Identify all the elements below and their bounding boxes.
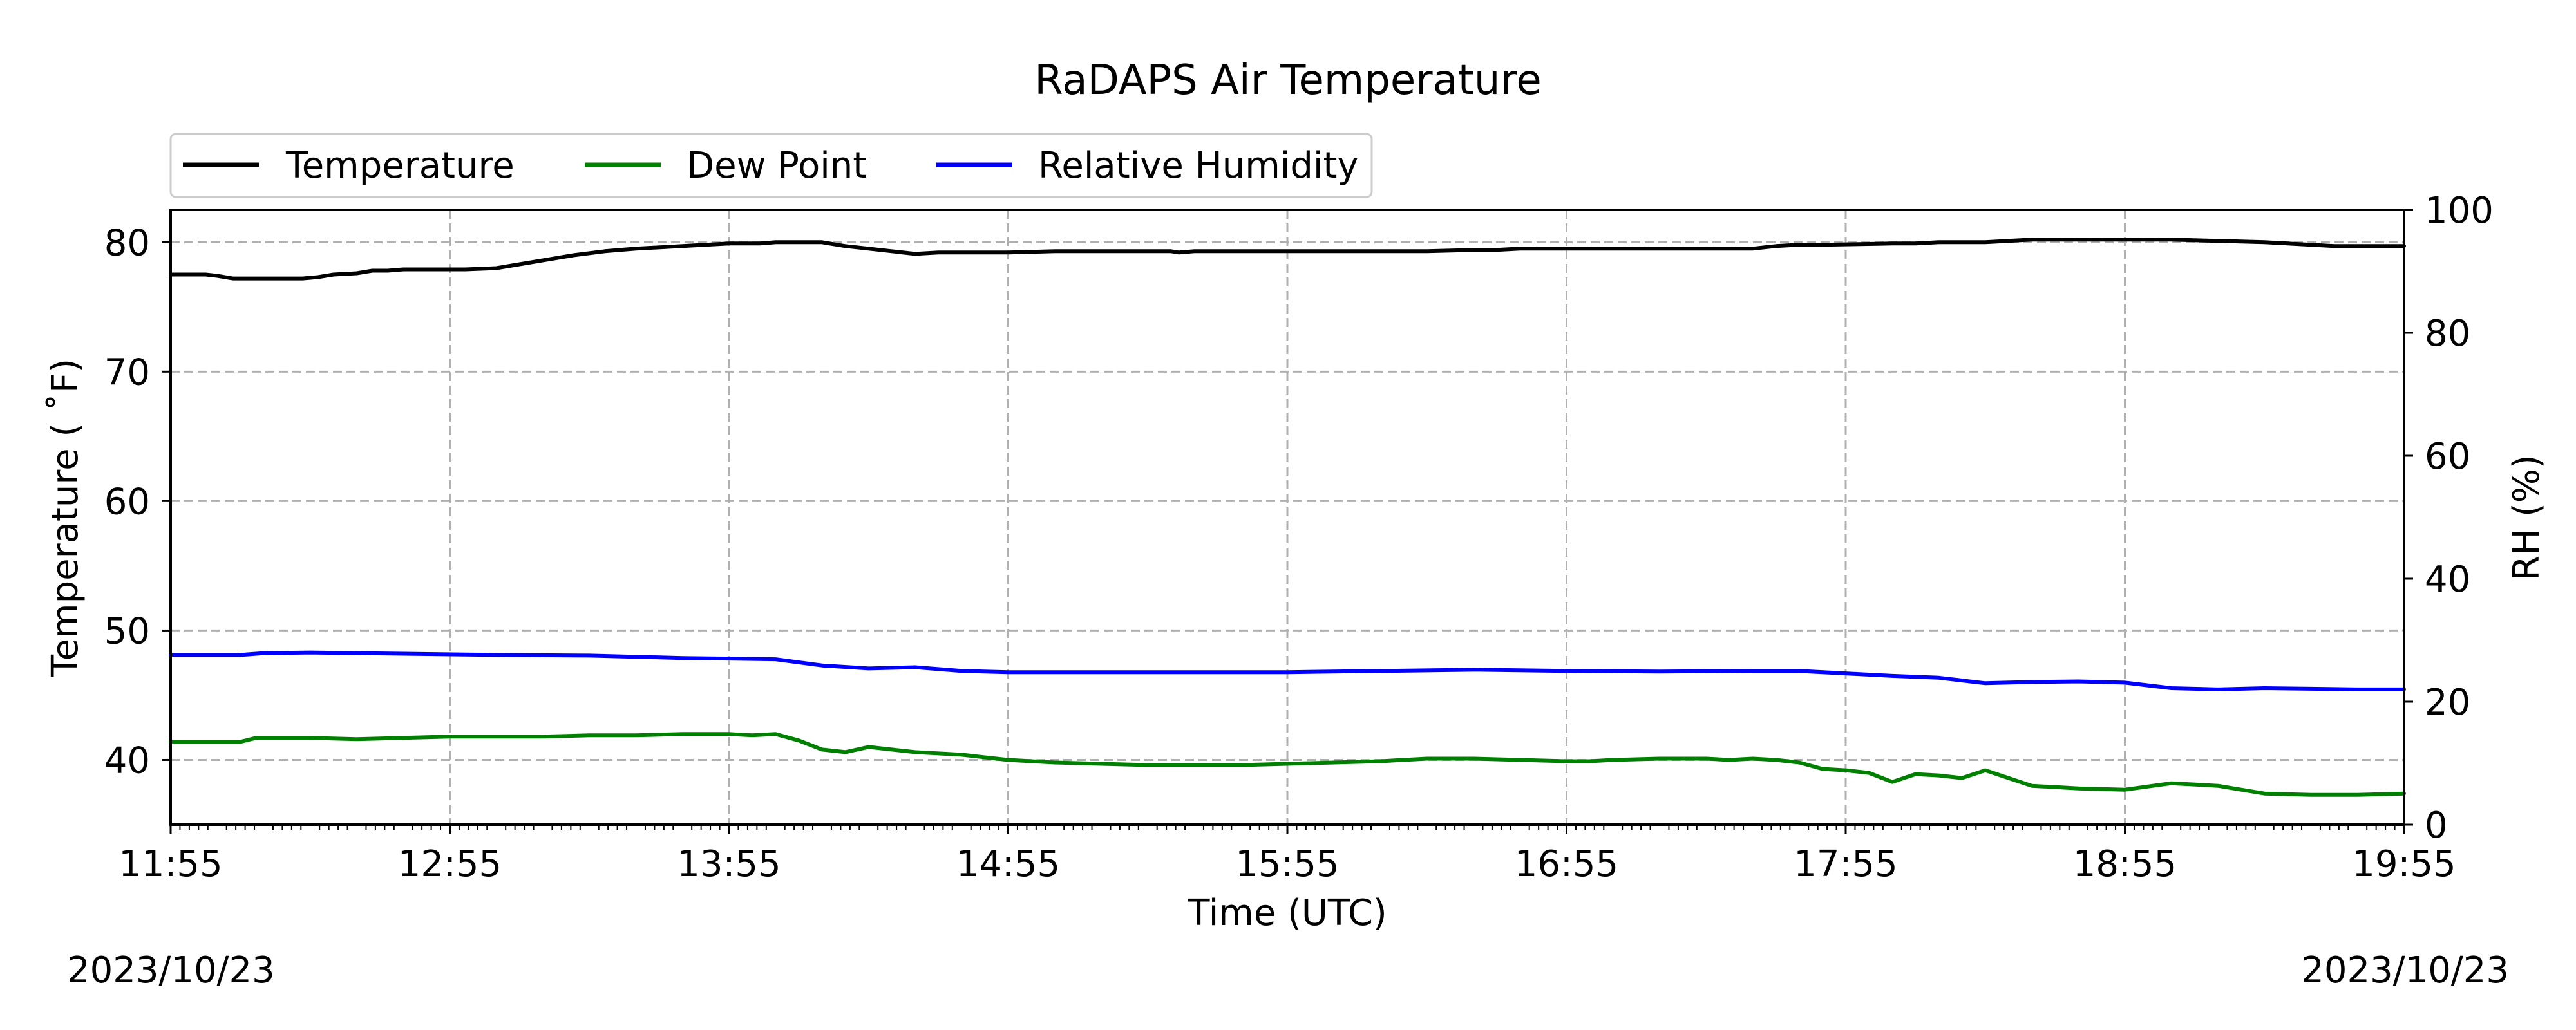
chart-title: RaDAPS Air Temperature (1034, 57, 1541, 104)
x-axis: 11:55 12:55 13:55 14:55 15:55 16:55 17:55 18:55… (118, 825, 2456, 885)
y-axis-label: Temperature ( ˚F) (44, 359, 86, 677)
x-tick-label: 14:55 (956, 843, 1060, 885)
y2-tick-label: 0 (2425, 805, 2448, 847)
x-tick-label: 19:55 (2352, 843, 2456, 885)
x-tick-label: 17:55 (1794, 843, 1897, 885)
y2-axis-label: RH (%) (2506, 454, 2548, 581)
legend-label-relative-humidity: Relative Humidity (1038, 145, 1359, 187)
x-tick-label: 16:55 (1515, 843, 1618, 885)
y-tick-label: 60 (104, 481, 150, 523)
series-line-relative-humidity (169, 650, 2406, 691)
y-tick-label: 40 (104, 740, 150, 782)
legend-frame (169, 133, 1373, 198)
grid (171, 210, 2404, 825)
y2-tick-label: 60 (2425, 436, 2470, 478)
y2-tick-label: 100 (2425, 190, 2494, 232)
series-lines (169, 238, 2406, 797)
series-line-dew-point (169, 732, 2406, 797)
left-y-axis: 40 50 60 70 80 (104, 222, 171, 782)
y2-tick-label: 40 (2425, 559, 2470, 601)
y-tick-label: 50 (104, 610, 150, 652)
y2-tick-label: 20 (2425, 682, 2470, 724)
y-tick-label: 70 (104, 351, 150, 393)
right-y-axis: 0 20 40 60 80 100 (2404, 190, 2494, 847)
date-label-right: 2023/10/23 (2301, 950, 2509, 991)
legend: Temperature Dew Point Relative Humidity (169, 133, 1373, 198)
x-axis-label: Time (UTC) (1187, 892, 1387, 934)
x-tick-label: 11:55 (118, 843, 222, 885)
y-tick-label: 80 (104, 222, 150, 264)
x-tick-label: 15:55 (1235, 843, 1339, 885)
date-label-left: 2023/10/23 (67, 950, 275, 991)
x-tick-label: 13:55 (677, 843, 781, 885)
x-tick-label: 18:55 (2073, 843, 2177, 885)
y2-tick-label: 80 (2425, 313, 2470, 355)
legend-label-temperature: Temperature (285, 145, 515, 187)
series-line-temperature (169, 238, 2406, 281)
x-tick-label: 12:55 (398, 843, 502, 885)
legend-label-dew-point: Dew Point (687, 145, 867, 187)
